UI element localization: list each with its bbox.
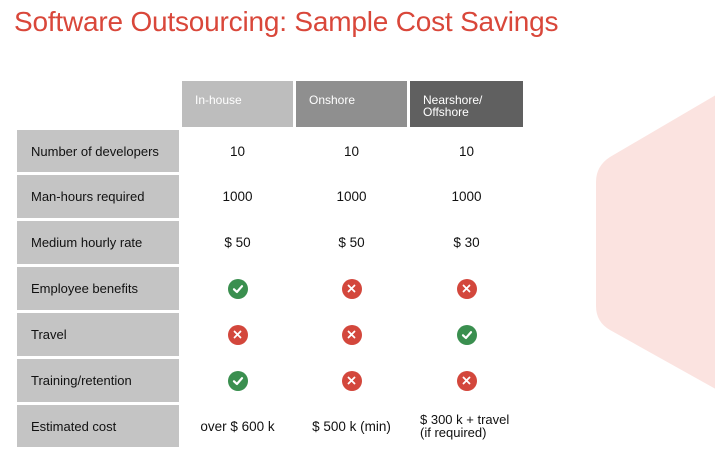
table-cell [296,267,407,310]
table-cell [182,313,293,356]
table-cell [410,359,523,402]
check-icon [227,370,248,391]
check-icon-glyph [461,330,472,339]
row-label: Travel [17,313,179,356]
table-corner [17,81,179,127]
cross-icon [341,370,362,391]
table-cell: 1000 [296,175,407,218]
cross-icon [341,324,362,345]
row-label: Estimated cost [17,405,179,447]
table-cell: 10 [410,130,523,172]
cross-icon [227,324,248,345]
table-cell [410,267,523,310]
row-label: Training/retention [17,359,179,402]
table-cell: 10 [182,130,293,172]
cross-icon [456,278,477,299]
cross-icon [456,370,477,391]
table-cell: $ 300 k + travel (if required) [410,405,523,447]
check-icon [227,278,248,299]
table-cell [410,313,523,356]
cross-icon-glyph [233,330,242,339]
column-header: In-house [182,81,293,127]
table-cell: $ 30 [410,221,523,264]
check-icon-glyph [232,284,243,293]
row-label: Medium hourly rate [17,221,179,264]
table-cell: over $ 600 k [182,405,293,447]
table-cell: 10 [296,130,407,172]
slide-title: Software Outsourcing: Sample Cost Saving… [14,6,559,37]
decorative-hexagon [596,95,715,389]
table-cell: 1000 [182,175,293,218]
column-header: Nearshore/Offshore [410,81,523,127]
table-cell [296,313,407,356]
row-label: Employee benefits [17,267,179,310]
column-header: Onshore [296,81,407,127]
check-icon-glyph [232,376,243,385]
table-cell: $ 50 [182,221,293,264]
table-cell [182,359,293,402]
cross-icon [341,278,362,299]
cost-comparison-table: In-house Onshore Nearshore/Offshore Number … [17,81,523,447]
row-label: Man-hours required [17,175,179,218]
table-cell: 1000 [410,175,523,218]
check-icon [456,324,477,345]
row-label: Number of developers [17,130,179,172]
cross-icon-glyph [347,376,356,385]
table-cell: $ 50 [296,221,407,264]
table-cell [182,267,293,310]
cross-icon-glyph [462,284,471,293]
table-cell: $ 500 k (min) [296,405,407,447]
cross-icon-glyph [462,376,471,385]
cross-icon-glyph [347,284,356,293]
cross-icon-glyph [347,330,356,339]
table-cell [296,359,407,402]
